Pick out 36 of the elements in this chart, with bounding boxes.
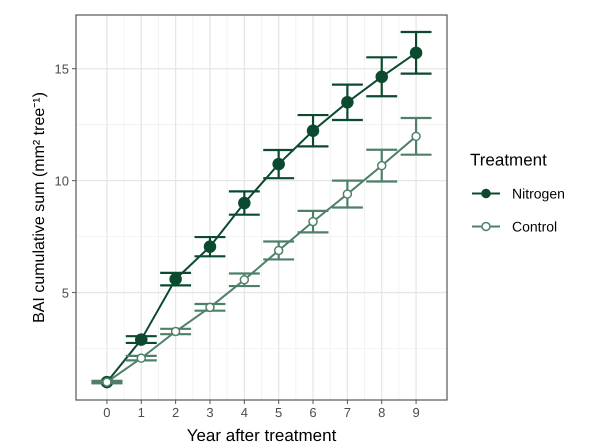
point — [308, 216, 318, 226]
y-tick-label: 10 — [54, 174, 69, 189]
x-tick-label: 8 — [378, 405, 386, 420]
point — [238, 196, 251, 210]
x-tick-label: 6 — [309, 405, 317, 420]
point — [272, 158, 285, 170]
legend-title: Treatment — [470, 150, 548, 170]
point — [376, 160, 386, 170]
point — [204, 240, 216, 253]
y-tick-label: 15 — [54, 62, 69, 77]
x-tick-label: 1 — [138, 405, 145, 420]
y-axis-title: BAI cumulative sum (mm² tree⁻¹) — [31, 92, 48, 323]
y-tick-label: 5 — [62, 286, 69, 301]
point — [136, 353, 146, 363]
x-tick-label: 3 — [206, 405, 214, 420]
x-tick-label: 9 — [412, 405, 420, 420]
point — [135, 333, 148, 346]
legend-label: Nitrogen — [512, 186, 565, 202]
point — [375, 70, 388, 84]
x-axis-title: Year after treatment — [186, 426, 337, 445]
x-tick-label: 2 — [172, 405, 180, 420]
point — [274, 246, 284, 256]
x-tick-label: 4 — [240, 405, 248, 420]
x-tick-label: 0 — [103, 405, 111, 420]
point — [170, 326, 180, 336]
point — [169, 272, 182, 286]
x-tick-label: 7 — [344, 405, 351, 420]
point — [410, 46, 422, 60]
x-tick-label: 5 — [275, 405, 282, 420]
point — [341, 96, 354, 109]
legend-label: Control — [512, 218, 558, 234]
point — [205, 302, 215, 312]
point — [342, 189, 352, 199]
point — [306, 124, 320, 137]
point — [240, 275, 250, 285]
point — [411, 132, 421, 142]
